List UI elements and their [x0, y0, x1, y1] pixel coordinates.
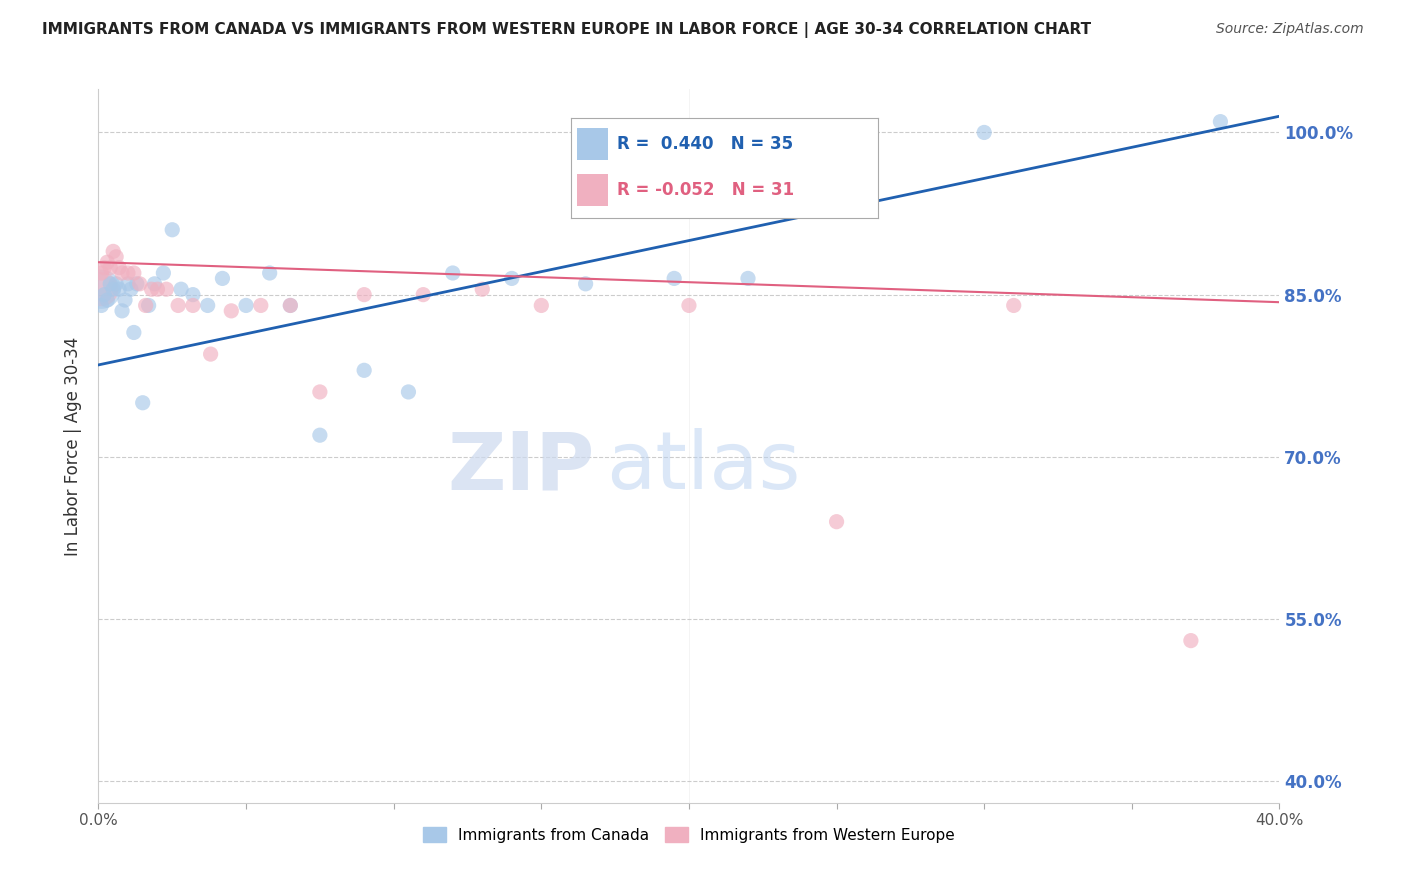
Point — [117, 266, 139, 280]
Point — [353, 363, 375, 377]
Point — [575, 277, 598, 291]
Point — [211, 271, 233, 285]
Legend: Immigrants from Canada, Immigrants from Western Europe: Immigrants from Canada, Immigrants from … — [418, 821, 960, 848]
Point — [128, 277, 150, 291]
Point — [108, 282, 131, 296]
Point — [117, 277, 139, 291]
Point — [96, 293, 118, 307]
Point — [1002, 298, 1025, 312]
Point — [309, 384, 332, 399]
Point — [152, 266, 174, 280]
Y-axis label: In Labor Force | Age 30-34: In Labor Force | Age 30-34 — [65, 336, 83, 556]
Point — [90, 266, 112, 280]
Point — [181, 298, 204, 312]
Point — [90, 298, 112, 312]
Point — [221, 303, 243, 318]
Point — [143, 277, 166, 291]
Point — [200, 347, 222, 361]
Point — [197, 298, 219, 312]
Point — [111, 266, 134, 280]
Text: Source: ZipAtlas.com: Source: ZipAtlas.com — [1216, 22, 1364, 37]
Point — [1180, 633, 1202, 648]
Point — [398, 384, 420, 399]
Point — [167, 298, 190, 312]
Point — [353, 287, 375, 301]
Point — [250, 298, 273, 312]
Point — [170, 282, 193, 296]
Point — [105, 277, 128, 291]
Point — [501, 271, 523, 285]
Point — [108, 260, 131, 275]
Point — [132, 396, 155, 410]
Point — [98, 260, 121, 275]
Point — [155, 282, 177, 296]
Point — [441, 266, 464, 280]
Point — [162, 223, 183, 237]
Point — [146, 282, 169, 296]
Point — [111, 303, 134, 318]
Point — [280, 298, 302, 312]
Point — [973, 125, 995, 139]
Point — [96, 255, 118, 269]
Point — [125, 277, 148, 291]
Text: atlas: atlas — [606, 428, 800, 507]
Text: ZIP: ZIP — [447, 428, 595, 507]
Point — [135, 298, 157, 312]
Point — [122, 326, 145, 340]
Point — [120, 282, 142, 296]
Point — [825, 515, 848, 529]
Point — [1209, 114, 1232, 128]
Point — [122, 266, 145, 280]
Point — [98, 277, 121, 291]
Point — [141, 282, 163, 296]
Point — [259, 266, 281, 280]
Point — [93, 287, 115, 301]
Point — [678, 298, 700, 312]
Text: IMMIGRANTS FROM CANADA VS IMMIGRANTS FROM WESTERN EUROPE IN LABOR FORCE | AGE 30: IMMIGRANTS FROM CANADA VS IMMIGRANTS FRO… — [42, 22, 1091, 38]
Point — [181, 287, 204, 301]
Point — [280, 298, 302, 312]
Point — [93, 260, 115, 275]
Point — [105, 250, 128, 264]
Point — [103, 244, 125, 259]
Point — [103, 282, 125, 296]
Point — [471, 282, 494, 296]
Point — [90, 282, 112, 296]
Point — [114, 293, 136, 307]
Point — [530, 298, 553, 312]
Point — [309, 428, 332, 442]
Point — [90, 282, 112, 296]
Point — [737, 271, 759, 285]
Point — [664, 271, 686, 285]
Point — [235, 298, 257, 312]
Point — [138, 298, 160, 312]
Point — [412, 287, 434, 301]
